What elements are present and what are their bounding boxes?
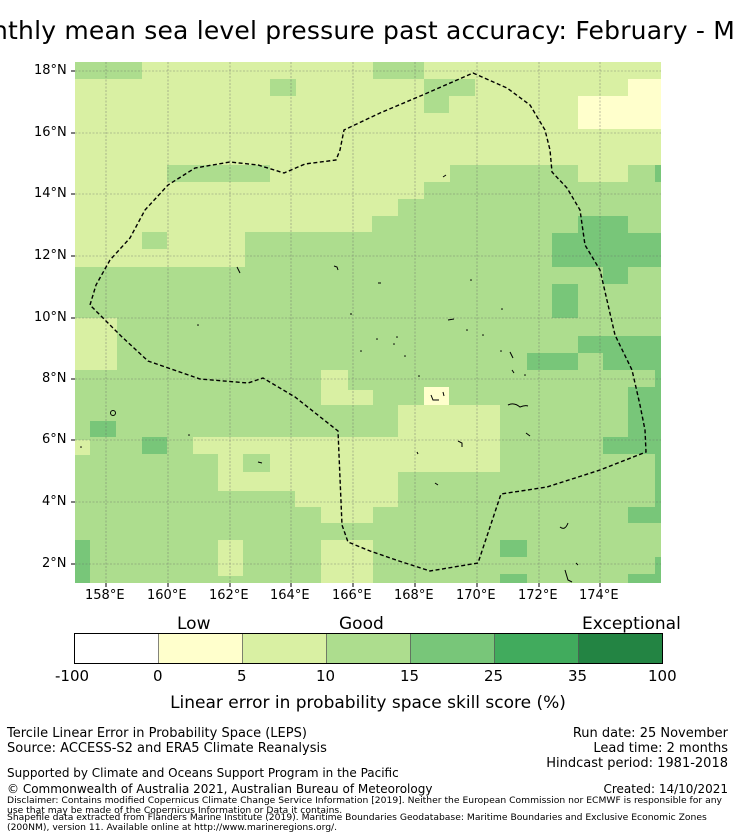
lat-label-8: 8°N xyxy=(42,371,67,386)
colorbar-frame xyxy=(74,633,663,664)
footer-lead-time: Lead time: 2 months xyxy=(593,741,728,756)
lon-label-158: 158°E xyxy=(85,588,125,603)
map-title: nthly mean sea level pressure past accur… xyxy=(0,16,735,45)
region-fair-top xyxy=(142,62,661,182)
lon-label-164: 164°E xyxy=(270,588,310,603)
colorbar-tick-35: 35 xyxy=(568,667,588,685)
colorbar-swatch-1 xyxy=(158,633,243,664)
colorbar xyxy=(74,633,663,664)
lat-label-2: 2°N xyxy=(42,556,67,571)
colorbar-tick-0: 0 xyxy=(153,667,163,685)
colorbar-category-low: Low xyxy=(177,614,211,634)
lon-label-160: 160°E xyxy=(147,588,187,603)
footer-source: Source: ACCESS-S2 and ERA5 Climate Reana… xyxy=(7,741,327,756)
lon-label-170: 170°E xyxy=(456,588,496,603)
lon-label-166: 166°E xyxy=(332,588,372,603)
colorbar-tick-5: 5 xyxy=(237,667,247,685)
footer-run-date: Run date: 25 November xyxy=(572,726,728,741)
colorbar-swatch-5 xyxy=(494,633,579,664)
colorbar-swatch-6 xyxy=(578,633,663,664)
colorbar-swatches xyxy=(74,633,663,664)
colorbar-tick-15: 15 xyxy=(400,667,420,685)
colorbar-tick-25: 25 xyxy=(484,667,504,685)
tick-marks xyxy=(71,70,601,587)
lon-label-162: 162°E xyxy=(209,588,249,603)
lon-label-168: 168°E xyxy=(394,588,434,603)
lat-label-14: 14°N xyxy=(34,186,67,201)
lat-label-6: 6°N xyxy=(42,432,67,447)
colorbar-tick-100: 100 xyxy=(648,667,677,685)
colorbar-tick-10: 10 xyxy=(316,667,336,685)
footer-method: Tercile Linear Error in Probability Spac… xyxy=(7,726,307,741)
gridlines xyxy=(75,62,661,583)
lat-label-12: 12°N xyxy=(34,248,67,263)
colorbar-swatch-4 xyxy=(410,633,495,664)
island-dots xyxy=(80,279,526,448)
footer-copyright: © Commonwealth of Australia 2021, Austra… xyxy=(7,782,433,796)
lon-label-174: 174°E xyxy=(579,588,619,603)
skill-grid xyxy=(75,62,661,583)
colorbar-label: Linear error in probability space skill … xyxy=(170,693,566,713)
island-outlines xyxy=(110,174,579,583)
lat-label-10: 10°N xyxy=(34,310,67,325)
lat-label-16: 16°N xyxy=(34,125,67,140)
lat-label-18: 18°N xyxy=(34,63,67,78)
footer-disclaimer-line1: Disclaimer: Contains modified Copernicus… xyxy=(7,795,722,806)
footer-disclaimer-line2: use that may be made of the Copernicus I… xyxy=(7,805,343,816)
footer-shapefile-line2: (200NM), version 11. Available online at… xyxy=(7,822,338,833)
lat-label-4: 4°N xyxy=(42,494,67,509)
footer-hindcast-period: Hindcast period: 1981-2018 xyxy=(546,756,728,771)
colorbar-tick-neg100: -100 xyxy=(55,667,90,685)
lon-label-172: 172°E xyxy=(518,588,558,603)
colorbar-swatch-3 xyxy=(326,633,411,664)
colorbar-swatch-0 xyxy=(74,633,159,664)
footer-shapefile-line1: Shapefile data extracted from Flanders M… xyxy=(7,812,707,823)
footer-supported: Supported by Climate and Oceans Support … xyxy=(7,766,399,780)
footer-created: Created: 14/10/2021 xyxy=(603,782,728,796)
colorbar-swatch-2 xyxy=(242,633,327,664)
colorbar-category-good: Good xyxy=(339,614,384,634)
eez-boundary xyxy=(89,72,647,572)
colorbar-category-exceptional: Exceptional xyxy=(582,614,681,634)
region-low xyxy=(424,79,661,405)
skill-map xyxy=(71,62,661,587)
